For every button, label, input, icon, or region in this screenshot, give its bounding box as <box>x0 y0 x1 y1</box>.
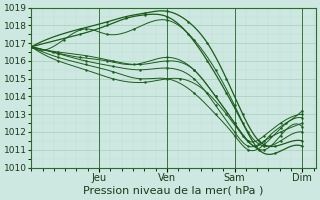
X-axis label: Pression niveau de la mer( hPa ): Pression niveau de la mer( hPa ) <box>84 186 264 196</box>
